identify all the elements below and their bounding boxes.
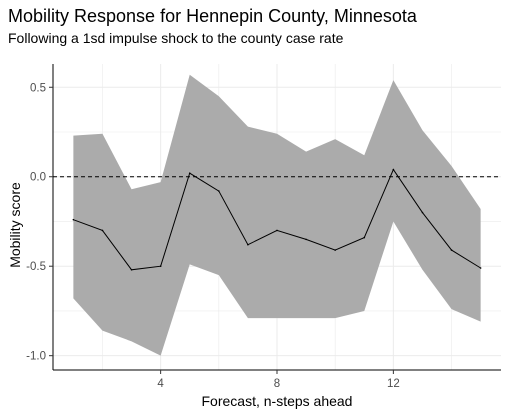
series-point bbox=[101, 229, 104, 232]
series-point bbox=[130, 268, 133, 271]
x-tick-label: 4 bbox=[157, 378, 164, 390]
series-point bbox=[218, 190, 220, 192]
series-point bbox=[421, 211, 424, 214]
series-point bbox=[305, 238, 307, 241]
y-tick-label: 0.0 bbox=[30, 172, 46, 184]
x-tick-label: 12 bbox=[387, 378, 400, 390]
y-tick-label: 0.5 bbox=[30, 82, 46, 94]
series-point bbox=[392, 168, 395, 171]
series-point bbox=[159, 265, 162, 268]
chart-subtitle: Following a 1sd impulse shock to the cou… bbox=[8, 30, 344, 46]
chart-title: Mobility Response for Hennepin County, M… bbox=[8, 6, 417, 26]
series-point bbox=[450, 249, 453, 251]
series-point bbox=[188, 172, 191, 174]
axes-group bbox=[49, 64, 501, 374]
series-line-group bbox=[72, 168, 482, 271]
confidence-band bbox=[73, 74, 481, 356]
x-axis-title: Forecast, n-steps ahead bbox=[202, 393, 353, 409]
series-point bbox=[479, 267, 482, 269]
series-point bbox=[276, 229, 278, 232]
x-tick-label: 8 bbox=[274, 378, 280, 390]
series-point bbox=[363, 236, 366, 239]
series-point bbox=[247, 243, 249, 246]
tick-labels-group: -1.0 -0.5 0.0 0.5 4 8 12 bbox=[26, 82, 400, 390]
y-tick-label: -1.0 bbox=[26, 351, 46, 363]
y-axis-title: Mobility score bbox=[7, 182, 23, 268]
series-point bbox=[334, 249, 336, 251]
series-point bbox=[72, 218, 75, 221]
y-tick-label: -0.5 bbox=[26, 261, 46, 273]
confidence-band-group bbox=[73, 74, 481, 356]
